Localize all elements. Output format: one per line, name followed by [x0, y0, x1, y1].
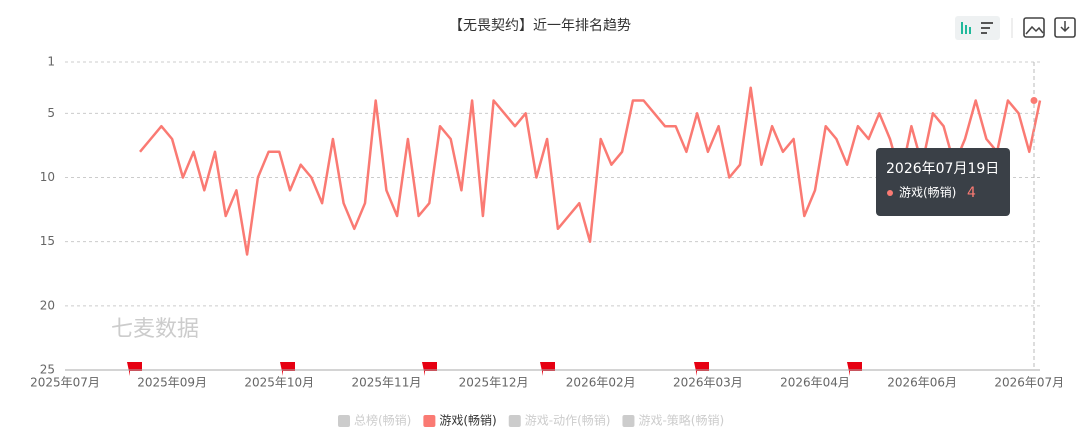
legend-swatch: [508, 415, 521, 427]
legend-swatch: [622, 415, 635, 427]
chart-title: 【无畏契约】近一年排名趋势: [449, 18, 631, 34]
x-tick-label: 2026年04月: [780, 376, 850, 390]
legend-label[interactable]: 总榜(畅销): [354, 413, 411, 428]
icon: [969, 27, 971, 34]
icon: [981, 27, 990, 29]
flag: [280, 362, 295, 376]
x-tick-label: 2025年12月: [459, 376, 529, 390]
y-tick-label: 15: [40, 234, 55, 248]
y-tick-label: 1: [47, 55, 55, 69]
y-tick-label: 10: [40, 170, 55, 184]
tooltip-point: [1030, 97, 1038, 104]
tooltip-box: [876, 148, 1010, 216]
legend-swatch: [338, 415, 350, 427]
y-tick-label: 25: [40, 363, 55, 377]
x-tick-label: 2025年09月: [137, 376, 207, 390]
x-tick-label: 2025年10月: [244, 376, 314, 390]
x-tick-label: 2026年07月: [994, 376, 1064, 390]
tooltip-title: 2026年07月19日: [886, 161, 999, 177]
legend-label[interactable]: 游戏-动作(畅销): [525, 414, 611, 428]
icon: [981, 32, 987, 34]
x-tick-label: 2025年11月: [352, 376, 422, 390]
legend-label[interactable]: 游戏(畅销): [439, 414, 496, 428]
icon: [1025, 25, 1044, 35]
flag: [540, 362, 555, 376]
download-button[interactable]: [1054, 17, 1076, 38]
icon: [1060, 21, 1070, 33]
x-tick-label: 2025年07月: [30, 376, 100, 390]
x-tick-label: 2026年02月: [566, 376, 636, 390]
tooltip-value: 4: [967, 185, 976, 201]
image-button[interactable]: [1023, 17, 1045, 38]
watermark: 七麦数据: [111, 317, 199, 342]
x-tick-label: 2026年03月: [673, 376, 743, 390]
legend-swatch: [423, 415, 436, 427]
flag: [694, 362, 709, 376]
flag: [127, 362, 142, 376]
tooltip-dot: [887, 190, 893, 196]
icon: [961, 22, 963, 34]
series-line: [139, 86, 1042, 256]
legend-label[interactable]: 游戏-策略(畅销): [638, 413, 724, 428]
y-tick-label: 20: [40, 298, 55, 312]
flag: [847, 362, 862, 376]
toolbar: [955, 16, 1076, 40]
y-tick-label: 5: [47, 106, 55, 120]
x-tick-label: 2026年06月: [887, 376, 957, 390]
flag: [422, 362, 437, 376]
event-flags: [127, 362, 862, 376]
tooltip-series: 游戏(畅销): [899, 186, 956, 200]
icon: [981, 22, 993, 24]
icon: [965, 25, 967, 34]
